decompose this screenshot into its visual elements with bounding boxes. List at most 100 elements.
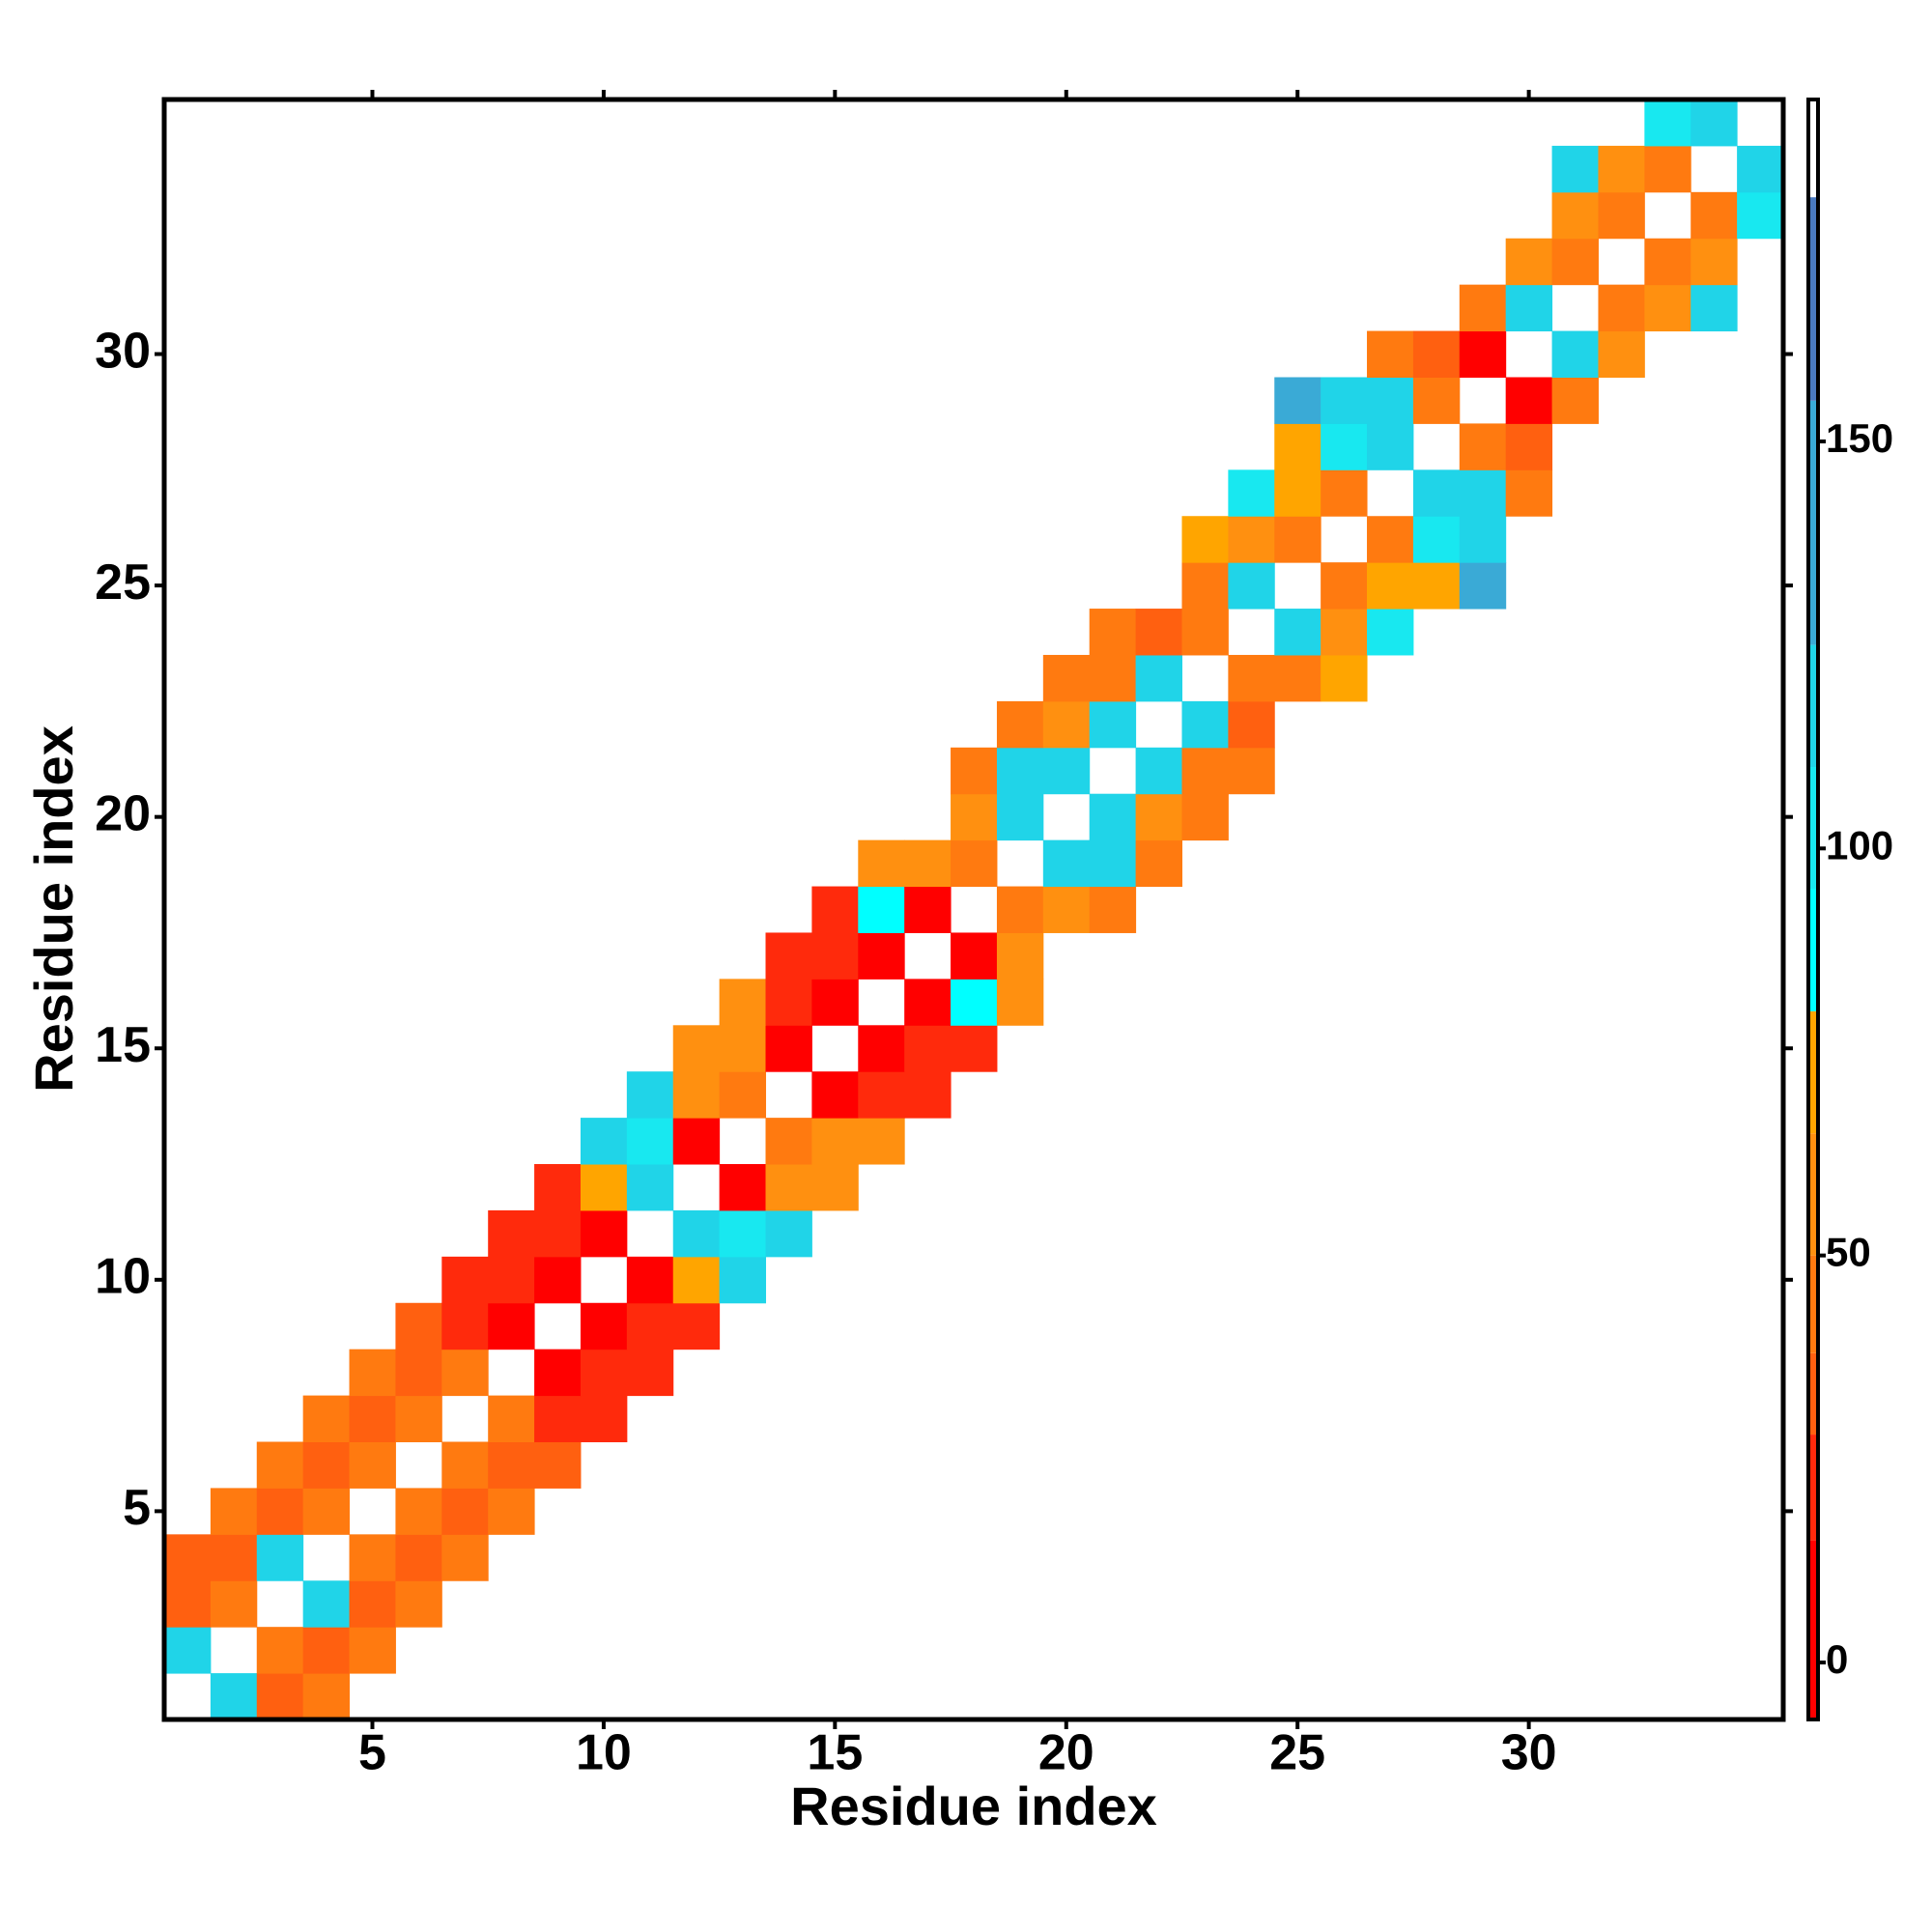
heatmap-cell [1228,516,1275,563]
heatmap-cell [1321,654,1368,702]
heatmap-cell [1321,423,1368,470]
heatmap-cell [858,839,905,888]
heatmap-cell [765,1164,812,1211]
heatmap-cell [1367,562,1414,610]
heatmap-cell [1042,700,1091,749]
heatmap-cell [1089,700,1137,749]
heatmap-cell [1042,747,1091,795]
heatmap-cell [765,1209,812,1258]
heatmap-cell [858,1118,905,1165]
heatmap-cell [951,747,998,795]
heatmap-cell [441,1534,489,1581]
x-tick-label: 30 [1501,1725,1557,1781]
heatmap-cell [210,1534,258,1581]
heatmap-cell [395,1488,442,1535]
heatmap-cell [765,1118,812,1165]
heatmap-cell [1412,330,1461,378]
heatmap-cell [488,1256,535,1304]
heatmap-cell [1274,423,1321,470]
heatmap-cell [349,1349,396,1397]
colorbar-tick-label: 150 [1826,415,1893,461]
colorbar-tick-label: 100 [1826,822,1893,867]
heatmap-cell [256,1627,304,1674]
heatmap-cell [1089,609,1137,656]
heatmap-cell [1089,793,1137,841]
heatmap-cell [1644,238,1691,286]
colorbar-bin [1808,644,1818,768]
heatmap-cell [811,1118,859,1165]
heatmap-cell [1459,562,1507,610]
heatmap-cell [904,886,952,933]
heatmap-cell [256,1534,304,1581]
heatmap-cell [1042,654,1091,702]
heatmap-cell [1181,562,1229,610]
colorbar-bin [1808,1435,1818,1541]
heatmap-cell [1135,839,1182,888]
heatmap-cell [441,1302,489,1350]
heatmap-cell [1089,886,1137,933]
heatmap-cell [534,1395,582,1443]
heatmap-cell [951,839,998,888]
heatmap-cell [580,1118,628,1165]
heatmap-cell [672,1256,721,1304]
heatmap-cell [302,1580,351,1628]
heatmap-cell [1690,191,1738,240]
heatmap-cell [996,747,1044,795]
heatmap-cell [858,1025,905,1072]
heatmap-cell [580,1349,628,1397]
heatmap-cell [1505,238,1553,286]
heatmap-cell [672,1071,721,1119]
heatmap-cell [858,1071,905,1119]
heatmap-cell [1135,747,1182,795]
heatmap-cell [626,1349,674,1397]
heatmap-cell [302,1627,351,1674]
heatmap-cell [256,1673,304,1720]
heatmap-cell [1598,284,1645,332]
heatmap-cell [580,1164,628,1211]
heatmap-cell [1228,562,1275,610]
heatmap-cell [1228,654,1275,702]
heatmap-cell [395,1580,442,1628]
colorbar-bin [1808,889,1818,1011]
heatmap-cell [210,1580,258,1628]
heatmap-cell [441,1349,489,1397]
heatmap-cell [1412,516,1461,563]
heatmap-cell [534,1349,582,1397]
heatmap-cell [1412,377,1461,424]
heatmap-cell [1367,516,1414,563]
heatmap-cell [719,1164,767,1211]
colorbar-bin [1808,400,1818,645]
heatmap-cell [488,1209,535,1258]
heatmap-cell [302,1673,351,1720]
heatmap-cell [1459,469,1507,517]
x-tick-label: 20 [1038,1725,1094,1781]
heatmap-cell [672,1209,721,1258]
heatmap-cell [719,1256,767,1304]
heatmap-cell [858,932,905,980]
heatmap-cell [951,932,998,980]
y-tick-label: 20 [95,785,151,841]
heatmap-cell [1459,284,1507,332]
plot-frame [161,97,1786,1722]
heatmap-cell [1644,145,1691,193]
heatmap-cell [1551,145,1599,193]
y-tick-label: 25 [95,554,151,611]
heatmap-cell [1644,284,1691,332]
heatmap-cell [1551,191,1599,240]
heatmap-cell [210,1673,258,1720]
heatmap-cell [719,1209,767,1258]
heatmap-cell [996,793,1044,841]
heatmap-cell [256,1488,304,1535]
heatmap-cell [1181,516,1229,563]
colorbar-bin [1808,1255,1818,1353]
heatmap-cell [580,1302,628,1350]
heatmap-cell [1321,609,1368,656]
heatmap-cell [580,1209,628,1258]
heatmap-cell [1042,839,1091,888]
heatmap-cell [904,839,952,888]
heatmap-cell [1644,99,1691,147]
heatmap-cell [1367,609,1414,656]
heatmap-cell [1274,377,1321,424]
heatmap-cell [672,1302,721,1350]
